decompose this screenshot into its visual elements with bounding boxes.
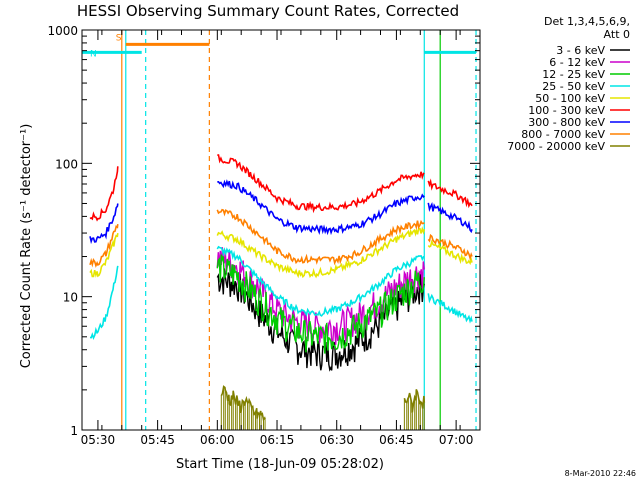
y-tick-label-0: 1 <box>70 424 78 438</box>
series-line-3-1 <box>216 245 425 317</box>
flag-bar-label-1: N <box>90 49 97 59</box>
series-line-7-1 <box>216 208 425 266</box>
x-axis-label: Start Time (18-Jun-09 05:28:02) <box>176 457 384 472</box>
x-tick-label-0: 05:30 <box>81 433 116 447</box>
axes: 1 10 100 1000 05:30 05:45 06:00 06:15 06:30 06:45… <box>47 24 481 447</box>
series-line-4-1 <box>216 226 426 279</box>
legend-label-0: 3 - 6 keV <box>556 44 605 57</box>
x-tick-label-3: 06:15 <box>260 433 295 447</box>
series-line-5-2 <box>427 178 473 209</box>
legend-header-line-2: Att 0 <box>604 28 630 41</box>
series-line-7-0 <box>89 223 119 268</box>
x-tick-label-2: 06:00 <box>200 433 235 447</box>
y-tick-label-3: 1000 <box>47 24 78 38</box>
series-line-6-0 <box>89 203 119 245</box>
legend-label-3: 25 - 50 keV <box>542 80 605 93</box>
series-line-3-2 <box>427 293 473 324</box>
series-line-7-2 <box>427 233 473 261</box>
series-line-5-0 <box>89 166 119 222</box>
x-tick-label-4: 06:30 <box>319 433 354 447</box>
series-line-6-1 <box>217 179 425 236</box>
flag-bar-label-0: S <box>116 33 122 43</box>
series-line-0-0 <box>216 268 425 372</box>
y-axis-label: Corrected Count Rate (s⁻¹ detector⁻¹) <box>19 124 34 369</box>
series-line-2-0 <box>216 254 425 354</box>
legend-header-line-1: Det 1,3,4,5,6,9, <box>544 15 630 28</box>
x-tick-label-5: 06:45 <box>379 433 414 447</box>
legend-label-2: 12 - 25 keV <box>542 68 605 81</box>
series-line-4-0 <box>89 232 119 278</box>
series-line-3-0 <box>89 265 119 340</box>
legend-label-8: 7000 - 20000 keV <box>507 140 605 153</box>
y-axis-label-text: Corrected Count Rate (s⁻¹ detector⁻¹) <box>19 124 34 369</box>
y-tick-label-2: 100 <box>55 157 78 171</box>
footer-date: 8-Mar-2010 22:46 <box>565 469 636 478</box>
series-line-4-2 <box>427 239 473 266</box>
legend-label-7: 800 - 7000 keV <box>521 128 605 141</box>
legend-label-1: 6 - 12 keV <box>549 56 605 69</box>
legend-label-6: 300 - 800 keV <box>528 116 605 129</box>
x-tick-label-6: 07:00 <box>439 433 474 447</box>
chart-title: HESSI Observing Summary Count Rates, Cor… <box>77 2 459 20</box>
legend-label-5: 100 - 300 keV <box>528 104 605 117</box>
x-tick-label-1: 05:45 <box>140 433 175 447</box>
y-tick-label-1: 10 <box>63 291 78 305</box>
series-line-5-1 <box>217 154 425 214</box>
series-line-6-2 <box>427 201 473 234</box>
legend-label-4: 50 - 100 keV <box>535 92 605 105</box>
plot-area: SN <box>82 30 477 430</box>
